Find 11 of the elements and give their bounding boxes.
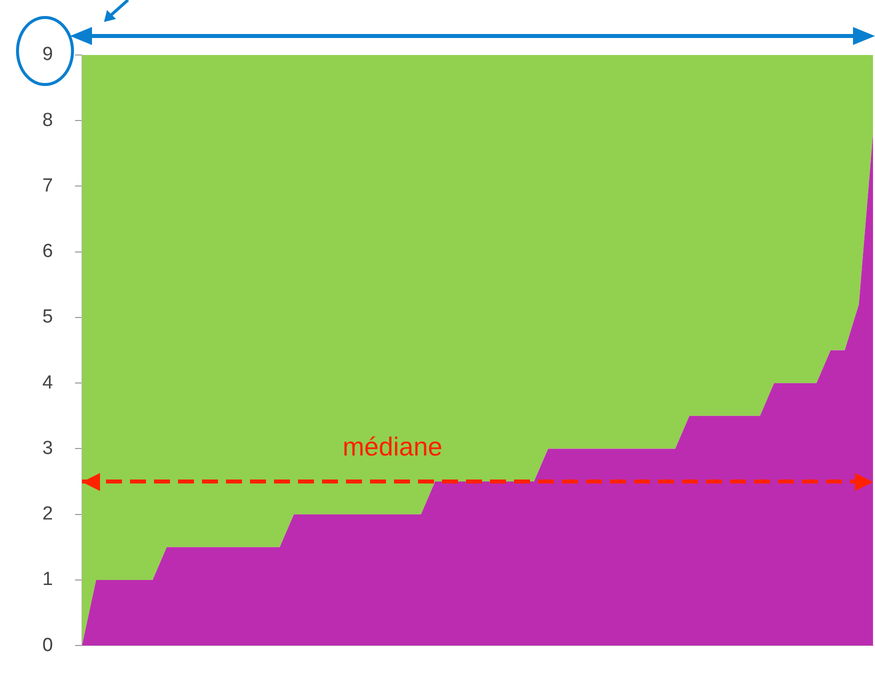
y-tick-label: 0	[42, 634, 53, 656]
y-tick-label: 6	[42, 241, 53, 262]
y-tick-label: 4	[42, 372, 54, 394]
y-tick-label: 7	[42, 175, 53, 196]
y-tick-label: 5	[42, 306, 53, 328]
y-tick-label: 2	[42, 504, 53, 525]
ref-line-label: médiane	[342, 432, 442, 462]
y-tick-label: 1	[42, 569, 53, 590]
y-tick-label: 9	[42, 44, 53, 66]
y-tick-label: 8	[42, 110, 53, 131]
y-tick-label: 3	[42, 438, 53, 459]
